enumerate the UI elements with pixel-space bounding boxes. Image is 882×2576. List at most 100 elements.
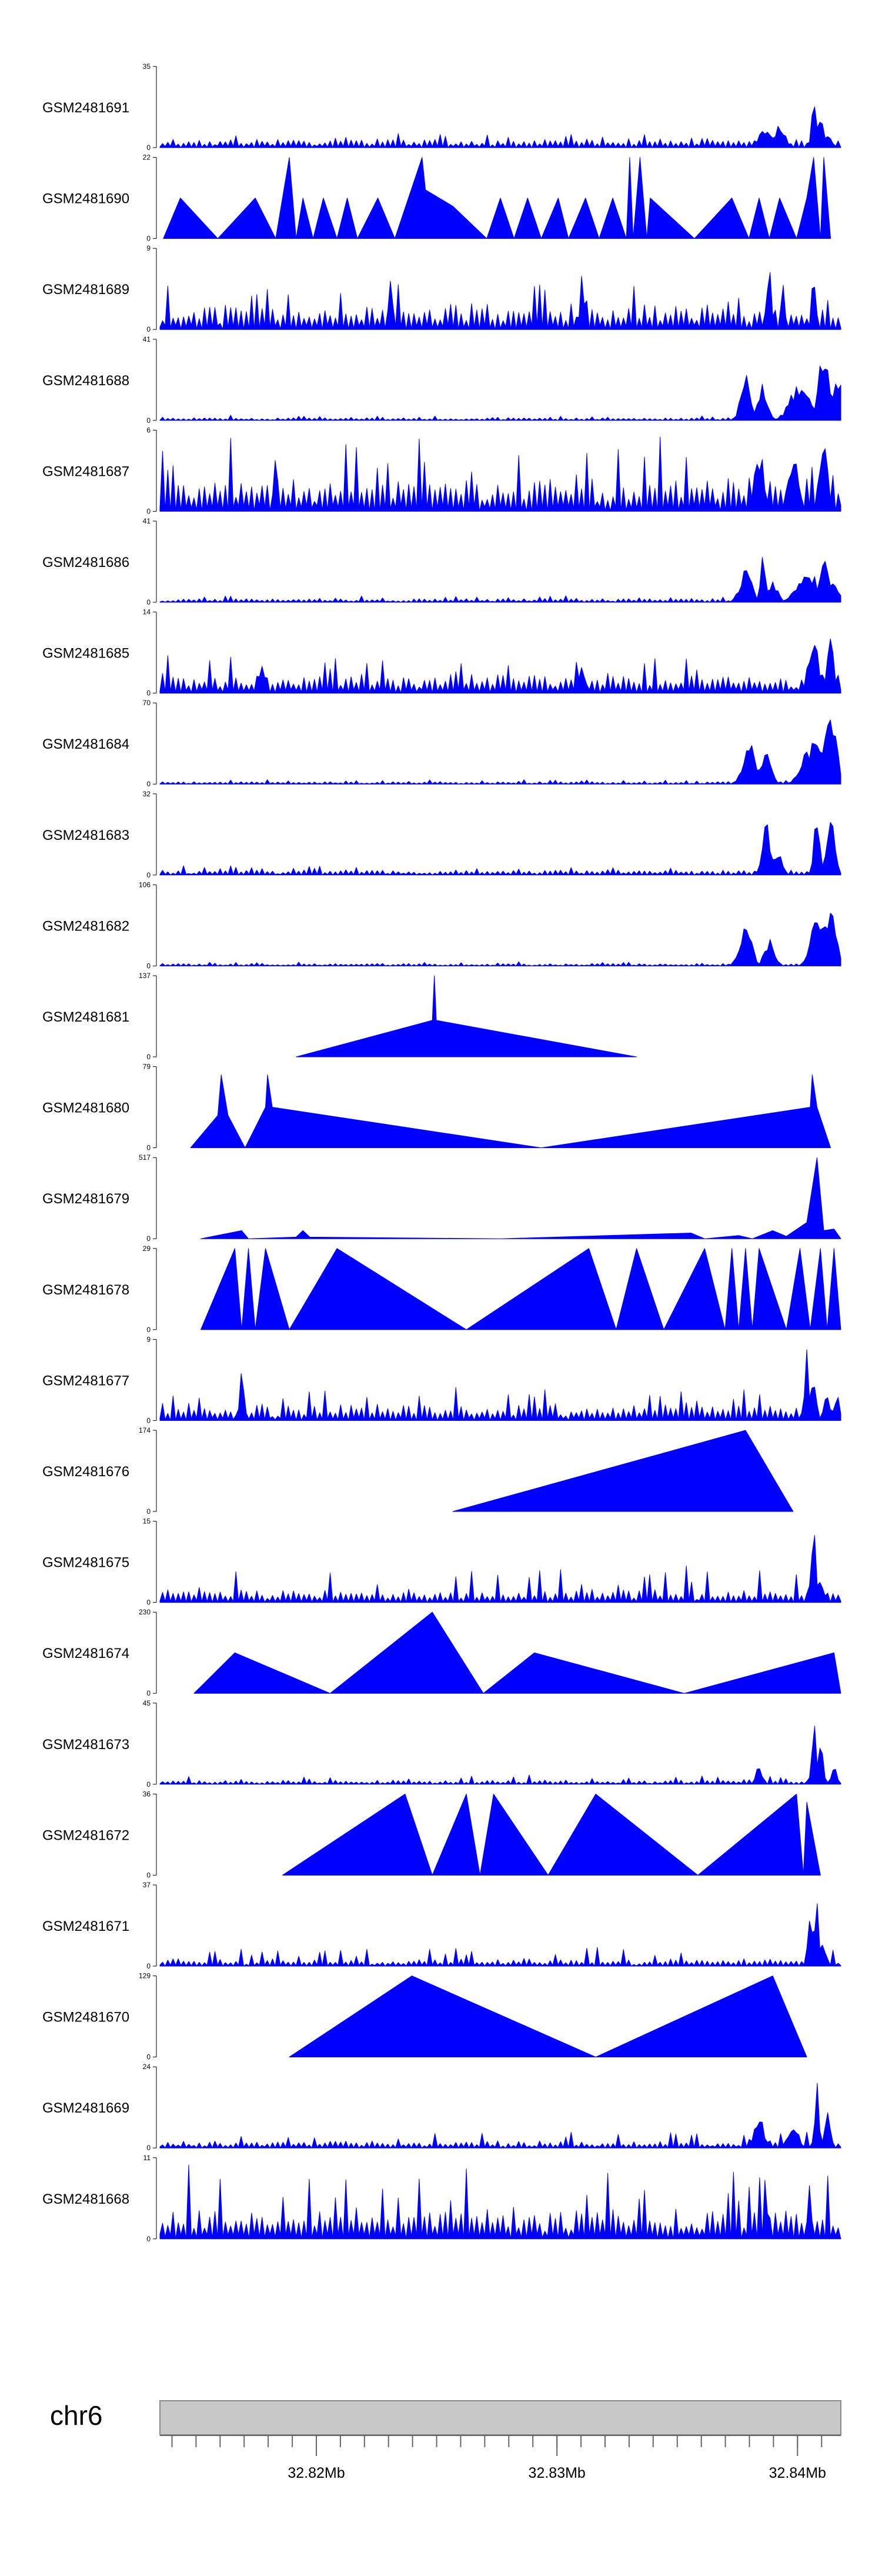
y-min-label: 0	[146, 1144, 151, 1152]
track-label: GSM2481677	[42, 1373, 129, 1389]
track: GSM2481680 79 0	[42, 1063, 831, 1152]
track-label: GSM2481689	[42, 282, 129, 298]
signal-area	[159, 913, 841, 966]
signal-area	[159, 2164, 841, 2240]
track-label: GSM2481685	[42, 646, 129, 662]
y-max-label: 70	[143, 699, 151, 707]
y-max-label: 6	[146, 426, 151, 434]
y-min-label: 0	[146, 1053, 151, 1061]
chromosome-label: chr6	[50, 2400, 102, 2431]
chromosome-bar	[159, 2400, 841, 2435]
y-max-label: 517	[139, 1153, 151, 1162]
y-min-label: 0	[146, 1234, 151, 1243]
signal-area	[193, 1611, 841, 1694]
track-label: GSM2481690	[42, 191, 129, 207]
signal-area	[159, 638, 841, 694]
y-min-label: 0	[146, 871, 151, 879]
signal-area	[163, 157, 831, 239]
y-min-label: 0	[146, 780, 151, 788]
track-label: GSM2481691	[42, 100, 129, 116]
track-label: GSM2481680	[42, 1100, 129, 1116]
coordinate-label: 32.82Mb	[288, 2465, 345, 2481]
track: GSM2481671 37 0	[42, 1881, 841, 1970]
track: GSM2481672 36 0	[42, 1790, 821, 1879]
track: GSM2481681 137 0	[42, 972, 637, 1061]
signal-area	[159, 365, 841, 421]
y-max-label: 15	[143, 1517, 151, 1526]
signal-area	[159, 272, 841, 330]
signal-area	[159, 2083, 841, 2148]
track-label: GSM2481683	[42, 827, 129, 843]
track: GSM2481690 22 0	[42, 154, 831, 243]
y-max-label: 230	[139, 1608, 151, 1616]
signal-area	[201, 1157, 841, 1239]
track: GSM2481684 70 0	[42, 699, 841, 788]
signal-area	[452, 1430, 794, 1512]
y-max-label: 129	[139, 1972, 151, 1980]
tracks-layer: GSM2481691350GSM2481690220GSM248168990GS…	[42, 62, 841, 2243]
signal-area	[159, 1726, 841, 1785]
y-min-label: 0	[146, 144, 151, 152]
y-max-label: 35	[143, 62, 151, 71]
track: GSM2481677 9 0	[42, 1335, 841, 1424]
track-label: GSM2481670	[42, 2010, 129, 2026]
y-max-label: 174	[139, 1426, 151, 1434]
coordinate-label: 32.84Mb	[769, 2465, 826, 2481]
track: GSM2481689 9 0	[42, 244, 841, 333]
track-label: GSM2481673	[42, 1737, 129, 1753]
signal-area	[159, 557, 841, 603]
y-min-label: 0	[146, 689, 151, 698]
track: GSM2481670 129 0	[42, 1972, 807, 2061]
signal-area	[201, 1248, 841, 1330]
track: GSM2481685 14 0	[42, 608, 841, 698]
signal-area	[159, 1349, 841, 1421]
chromosome-ideogram: chr6 32.82Mb 32.83Mb 32.84Mb	[50, 2400, 841, 2481]
y-min-label: 0	[146, 2053, 151, 2061]
track: GSM2481675 15 0	[42, 1517, 841, 1607]
track-label: GSM2481682	[42, 918, 129, 934]
track: GSM2481669 24 0	[42, 2063, 841, 2152]
track: GSM2481682 106 0	[42, 880, 841, 970]
y-max-label: 41	[143, 517, 151, 525]
y-min-label: 0	[146, 1416, 151, 1424]
y-max-label: 9	[146, 244, 151, 252]
y-min-label: 0	[146, 2144, 151, 2152]
y-max-label: 45	[143, 1699, 151, 1707]
y-max-label: 22	[143, 154, 151, 162]
track-label: GSM2481675	[42, 1555, 129, 1571]
signal-area	[296, 975, 637, 1057]
track: GSM2481678 29 0	[42, 1244, 841, 1334]
y-min-label: 0	[146, 1689, 151, 1697]
y-min-label: 0	[146, 962, 151, 970]
track-label: GSM2481674	[42, 1646, 129, 1661]
y-max-label: 11	[143, 2154, 151, 2162]
signal-area	[159, 106, 841, 148]
track: GSM2481683 32 0	[42, 790, 841, 879]
y-min-label: 0	[146, 325, 151, 333]
track: GSM2481691 35 0	[42, 62, 841, 152]
y-max-label: 24	[143, 2063, 151, 2071]
y-min-label: 0	[146, 1780, 151, 1788]
signal-area	[159, 1903, 841, 1967]
y-max-label: 29	[143, 1244, 151, 1253]
track: GSM2481674 230 0	[42, 1608, 841, 1697]
y-max-label: 137	[139, 972, 151, 980]
track-label: GSM2481668	[42, 2191, 129, 2207]
y-min-label: 0	[146, 235, 151, 243]
y-max-label: 106	[139, 880, 151, 889]
track: GSM2481676 174 0	[42, 1426, 794, 1516]
coordinate-axis: 32.82Mb 32.83Mb 32.84Mb	[160, 2435, 841, 2481]
track: GSM2481668 11 0	[42, 2154, 841, 2243]
track-label: GSM2481676	[42, 1464, 129, 1480]
track-label: GSM2481671	[42, 1918, 129, 1934]
track: GSM2481673 45 0	[42, 1699, 841, 1788]
y-max-label: 32	[143, 790, 151, 798]
track-label: GSM2481679	[42, 1191, 129, 1207]
y-min-label: 0	[146, 1962, 151, 1970]
track-label: GSM2481688	[42, 373, 129, 389]
track-label: GSM2481672	[42, 1827, 129, 1843]
track-label: GSM2481687	[42, 463, 129, 479]
y-max-label: 79	[143, 1063, 151, 1071]
signal-area	[159, 719, 841, 785]
